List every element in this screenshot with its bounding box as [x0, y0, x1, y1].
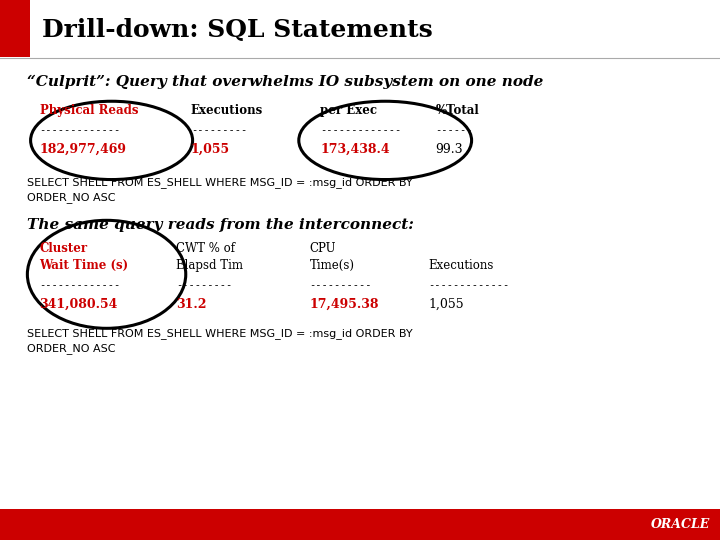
- Text: SELECT SHELL FROM ES_SHELL WHERE MSG_ID = :msg_id ORDER BY
ORDER_NO ASC: SELECT SHELL FROM ES_SHELL WHERE MSG_ID …: [27, 328, 413, 354]
- Text: 173,438.4: 173,438.4: [320, 143, 390, 156]
- Text: SELECT SHELL FROM ES_SHELL WHERE MSG_ID = :msg_id ORDER BY
ORDER_NO ASC: SELECT SHELL FROM ES_SHELL WHERE MSG_ID …: [27, 177, 413, 203]
- Text: CPU: CPU: [310, 242, 336, 255]
- Text: 99.3: 99.3: [436, 143, 463, 156]
- Bar: [0, 0, 30, 57]
- Text: -------------: -------------: [428, 280, 510, 290]
- Text: Elapsd Tim: Elapsd Tim: [176, 259, 243, 272]
- Text: Physical Reads: Physical Reads: [40, 104, 138, 117]
- Text: Drill-down: SQL Statements: Drill-down: SQL Statements: [42, 18, 433, 42]
- Text: -------------: -------------: [40, 125, 121, 134]
- Text: ----------: ----------: [310, 280, 372, 290]
- Text: per Exec: per Exec: [320, 104, 377, 117]
- Bar: [0, 509, 720, 540]
- Text: ORACLE: ORACLE: [651, 518, 710, 531]
- Text: The same query reads from the interconnect:: The same query reads from the interconne…: [27, 218, 414, 232]
- Text: ---------: ---------: [176, 280, 233, 290]
- Text: 1,055: 1,055: [191, 143, 230, 156]
- Text: 341,080.54: 341,080.54: [40, 298, 118, 311]
- Text: Cluster: Cluster: [40, 242, 88, 255]
- Text: Executions: Executions: [191, 104, 263, 117]
- Text: ------: ------: [436, 125, 473, 134]
- Text: 17,495.38: 17,495.38: [310, 298, 379, 311]
- Text: %Total: %Total: [436, 104, 480, 117]
- Text: CWT % of: CWT % of: [176, 242, 235, 255]
- Text: 31.2: 31.2: [176, 298, 207, 311]
- Text: -------------: -------------: [320, 125, 402, 134]
- Text: Executions: Executions: [428, 259, 494, 272]
- Text: ---------: ---------: [191, 125, 247, 134]
- Text: Wait Time (s): Wait Time (s): [40, 259, 129, 272]
- Text: 182,977,469: 182,977,469: [40, 143, 127, 156]
- Text: “Culprit”: Query that overwhelms IO subsystem on one node: “Culprit”: Query that overwhelms IO subs…: [27, 75, 544, 89]
- Text: Time(s): Time(s): [310, 259, 355, 272]
- Text: -------------: -------------: [40, 280, 121, 290]
- Text: 1,055: 1,055: [428, 298, 464, 311]
